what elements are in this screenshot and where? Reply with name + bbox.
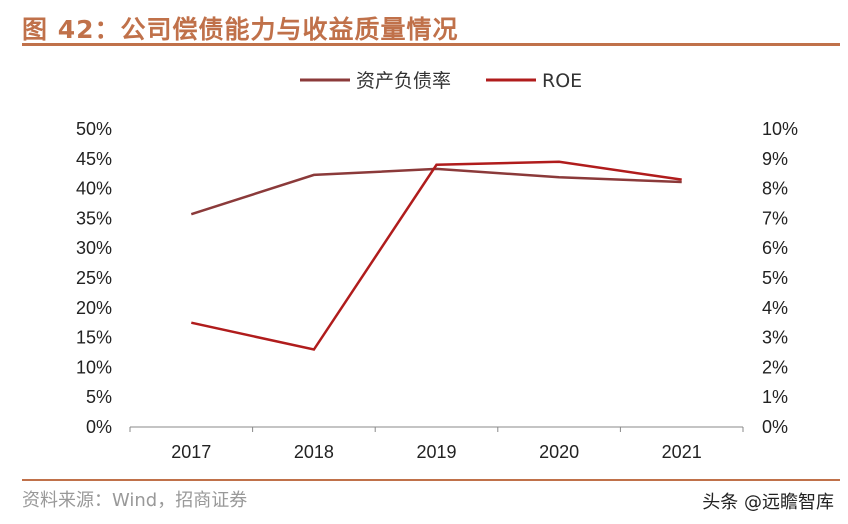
y-right-tick-label: 2%: [762, 357, 788, 377]
source-note: 资料来源：Wind，招商证券: [22, 490, 248, 511]
y-left-tick-label: 20%: [76, 298, 112, 318]
figure-title: 图 42：公司偿债能力与收益质量情况: [22, 15, 459, 44]
watermark: 头条 @远瞻智库: [702, 492, 834, 513]
y-right-tick-label: 7%: [762, 208, 788, 228]
y-left-tick-label: 40%: [76, 179, 112, 199]
y-left-tick-label: 5%: [86, 387, 112, 407]
y-left-tick-label: 25%: [76, 268, 112, 288]
y-right-tick-label: 4%: [762, 298, 788, 318]
x-tick-label: 2021: [662, 442, 702, 462]
legend-label: 资产负债率: [356, 70, 451, 92]
x-tick-label: 2017: [171, 442, 211, 462]
y-left-tick-label: 35%: [76, 208, 112, 228]
line-chart: 2017 2018 2019 2020 2021 0% 5% 10% 15% 20% 25% 30% 3…: [76, 70, 798, 462]
legend-label: ROE: [542, 70, 582, 92]
x-tick-label: 2020: [539, 442, 579, 462]
y-right-tick-label: 8%: [762, 179, 788, 199]
y-right-tick-label: 1%: [762, 387, 788, 407]
y-left-tick-label: 50%: [76, 119, 112, 139]
y-left-tick-label: 10%: [76, 357, 112, 377]
y-left-tick-label: 30%: [76, 238, 112, 258]
footer-divider: [22, 479, 840, 481]
y-left-tick-label: 15%: [76, 328, 112, 348]
series-line-debt-ratio: [190, 167, 682, 216]
y-right-tick-label: 5%: [762, 268, 788, 288]
y-right-tick-label: 0%: [762, 417, 788, 437]
y-right-tick-label: 3%: [762, 328, 788, 348]
y-right-tick-label: 10%: [762, 119, 798, 139]
y-right-tick-label: 9%: [762, 149, 788, 169]
title-divider: [22, 43, 840, 46]
y-left-tick-label: 0%: [86, 417, 112, 437]
x-tick-label: 2019: [416, 442, 456, 462]
x-tick-label: 2018: [294, 442, 334, 462]
y-left-tick-label: 45%: [76, 149, 112, 169]
y-right-tick-label: 6%: [762, 238, 788, 258]
